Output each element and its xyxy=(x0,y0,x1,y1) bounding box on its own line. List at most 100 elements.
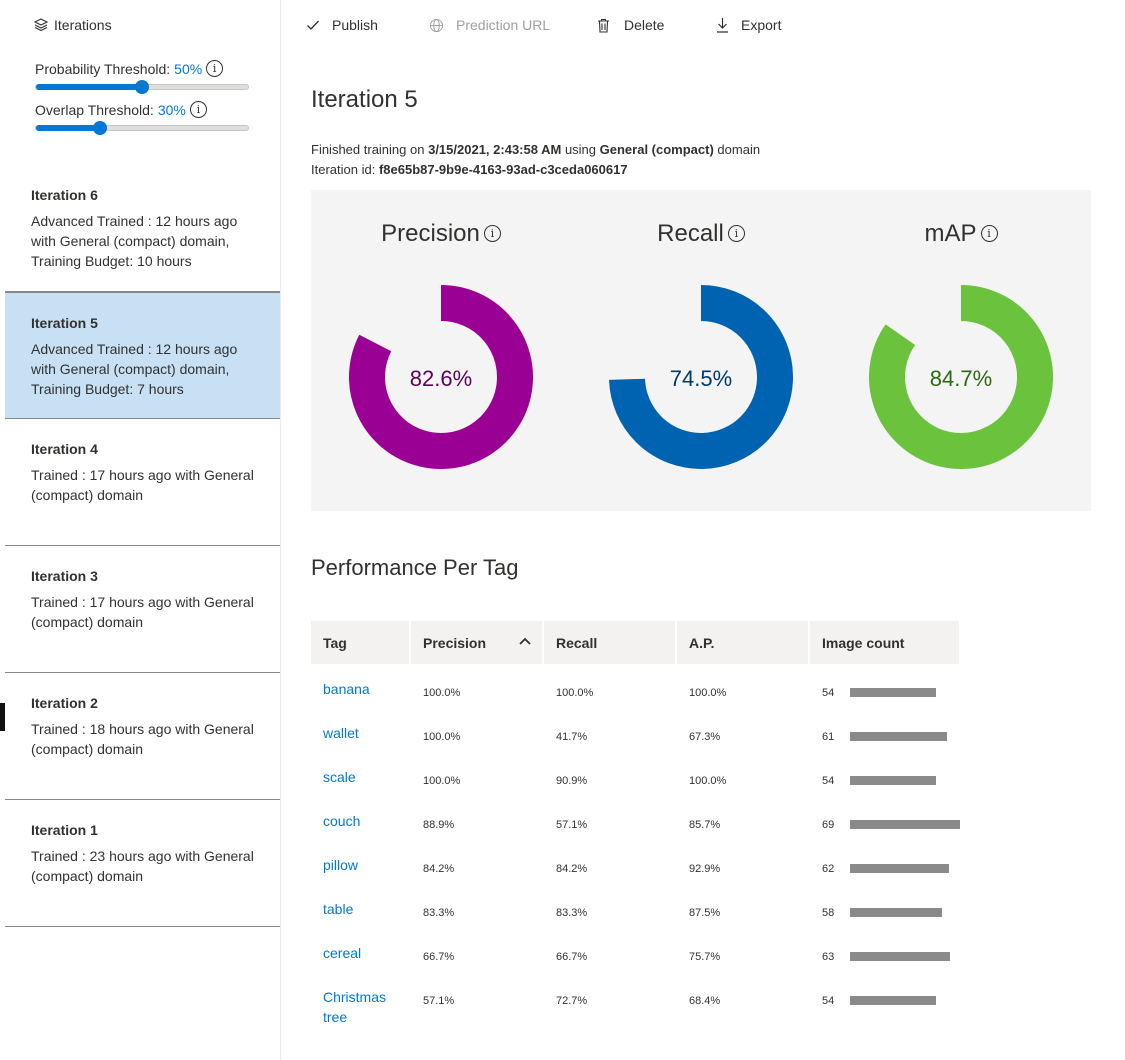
image-count-bar xyxy=(850,688,936,697)
ap-cell: 67.3% xyxy=(689,731,721,743)
info-icon[interactable]: i xyxy=(483,225,501,243)
column-header-label: A.P. xyxy=(689,635,715,651)
iteration-description: Trained : 17 hours ago with General (com… xyxy=(31,594,254,630)
ap-column-header[interactable]: A.P. xyxy=(677,621,808,664)
image-count-bar xyxy=(850,732,947,741)
iteration-name: Iteration 1 xyxy=(31,822,98,838)
iteration-id-value: f8e65b87-9b9e-4163-93ad-c3ceda060617 xyxy=(378,162,628,177)
info-icon[interactable]: i xyxy=(980,225,998,243)
column-header-label: Precision xyxy=(423,635,487,651)
slider-thumb[interactable] xyxy=(92,121,107,135)
recall-cell: 90.9% xyxy=(556,775,588,787)
sort-ascending-icon[interactable] xyxy=(519,632,531,648)
probability-threshold-slider[interactable] xyxy=(35,80,249,94)
table-row: wallet 100.0% 41.7% 67.3% 61 xyxy=(311,717,961,761)
image-count-bar xyxy=(850,952,950,961)
recall-cell: 66.7% xyxy=(556,951,588,963)
metric-title: mAP i xyxy=(841,220,1081,248)
tag-link[interactable]: wallet xyxy=(323,725,359,741)
precision-cell: 84.2% xyxy=(423,863,455,875)
slider-fill xyxy=(36,84,142,90)
export-button[interactable]: Export xyxy=(716,14,781,36)
globe-icon xyxy=(429,18,444,32)
overlap-threshold-value: 30% xyxy=(157,101,186,118)
table-row: couch 88.9% 57.1% 85.7% 69 xyxy=(311,805,961,849)
iteration-description: Advanced Trained : 12 hours ago with Gen… xyxy=(31,341,238,397)
image-count-bar xyxy=(850,864,949,873)
donut-arc xyxy=(349,285,533,469)
trash-icon xyxy=(598,18,609,33)
iteration-name: Iteration 5 xyxy=(31,315,98,331)
ap-cell: 92.9% xyxy=(689,863,721,875)
precision-cell: 88.9% xyxy=(423,819,455,831)
ap-cell: 75.7% xyxy=(689,951,721,963)
publish-button[interactable]: Publish xyxy=(306,14,378,36)
delete-button[interactable]: Delete xyxy=(597,14,664,36)
image-count-cell: 69 xyxy=(822,819,835,831)
donut-arc xyxy=(869,285,1053,469)
recall-column-header[interactable]: Recall xyxy=(544,621,675,664)
overlap-threshold-slider[interactable] xyxy=(35,121,249,135)
table-row: Christmas tree 57.1% 72.7% 68.4% 54 xyxy=(311,981,961,1025)
column-header-label: Tag xyxy=(323,635,347,651)
image-count-bar xyxy=(850,908,942,917)
donut-chart xyxy=(349,285,533,469)
finished-prefix: Finished training on xyxy=(311,142,425,157)
tag-link[interactable]: scale xyxy=(323,769,356,785)
iteration-item[interactable]: Iteration 1 Trained : 23 hours ago with G… xyxy=(5,800,280,927)
page-title: Iteration 5 xyxy=(311,86,418,113)
precision-cell: 83.3% xyxy=(423,907,455,919)
metric-title-text: Recall xyxy=(657,220,724,247)
tag-column-header[interactable]: Tag xyxy=(311,621,409,664)
checkmark-icon xyxy=(307,20,319,30)
image-count-cell: 58 xyxy=(822,907,835,919)
iteration-item[interactable]: Iteration 4 Trained : 17 hours ago with G… xyxy=(5,419,280,546)
metric-title-text: mAP xyxy=(924,220,977,247)
iteration-item[interactable]: Iteration 3 Trained : 17 hours ago with G… xyxy=(5,546,280,673)
image-count-cell: 54 xyxy=(822,687,835,699)
precision-column-header[interactable]: Precision xyxy=(411,621,542,664)
recall-cell: 100.0% xyxy=(556,687,594,699)
metric-value: 74.5% xyxy=(669,366,733,391)
tag-link[interactable]: couch xyxy=(323,813,361,829)
slider-thumb[interactable] xyxy=(135,80,149,94)
recall-cell: 72.7% xyxy=(556,995,588,1007)
table-row: pillow 84.2% 84.2% 92.9% 62 xyxy=(311,849,961,893)
prediction-url-label: Prediction URL xyxy=(456,17,551,33)
image-count-cell: 61 xyxy=(822,731,835,743)
overlap-threshold-text: Overlap Threshold: xyxy=(35,101,154,118)
ap-cell: 68.4% xyxy=(689,995,721,1007)
tag-link[interactable]: Christmas tree xyxy=(323,989,387,1025)
iteration-description: Trained : 17 hours ago with General (com… xyxy=(31,467,254,503)
info-icon[interactable]: i xyxy=(189,101,207,118)
image-count-column-header[interactable]: Image count xyxy=(810,621,959,664)
iterations-header[interactable]: Iterations xyxy=(34,16,112,34)
metric-value: 84.7% xyxy=(929,366,993,391)
iteration-description: Trained : 23 hours ago with General (com… xyxy=(31,848,254,884)
ap-cell: 85.7% xyxy=(689,819,721,831)
info-icon[interactable]: i xyxy=(206,60,224,77)
iteration-description: Trained : 18 hours ago with General (com… xyxy=(31,721,254,757)
iteration-item[interactable]: Iteration 5 Advanced Trained : 12 hours a… xyxy=(5,292,280,419)
recall-cell: 83.3% xyxy=(556,907,588,919)
window-edge-marker xyxy=(0,703,5,731)
tag-link[interactable]: banana xyxy=(323,681,370,697)
image-count-cell: 54 xyxy=(822,995,835,1007)
tag-link[interactable]: cereal xyxy=(323,945,362,961)
info-icon[interactable]: i xyxy=(727,225,745,243)
metrics-panel: Precision i 82.6% Recall i 74.5% mAP i 84.7% xyxy=(311,190,1091,511)
iteration-item[interactable]: Iteration 2 Trained : 18 hours ago with G… xyxy=(5,673,280,800)
table-row: banana 100.0% 100.0% 100.0% 54 xyxy=(311,673,961,717)
precision-cell: 100.0% xyxy=(423,775,461,787)
iteration-name: Iteration 3 xyxy=(31,568,98,584)
tag-link[interactable]: table xyxy=(323,901,354,917)
probability-threshold-text: Probability Threshold: xyxy=(35,60,171,77)
iteration-item[interactable]: Iteration 6 Advanced Trained : 12 hours a… xyxy=(5,165,280,292)
image-count-bar xyxy=(850,820,960,829)
tag-link[interactable]: pillow xyxy=(323,857,359,873)
metric-title: Recall i xyxy=(581,220,821,248)
finished-middle: using xyxy=(564,142,597,157)
column-header-label: Recall xyxy=(556,635,598,651)
donut-chart xyxy=(869,285,1053,469)
prediction-url-button[interactable]: Prediction URL xyxy=(429,14,550,36)
